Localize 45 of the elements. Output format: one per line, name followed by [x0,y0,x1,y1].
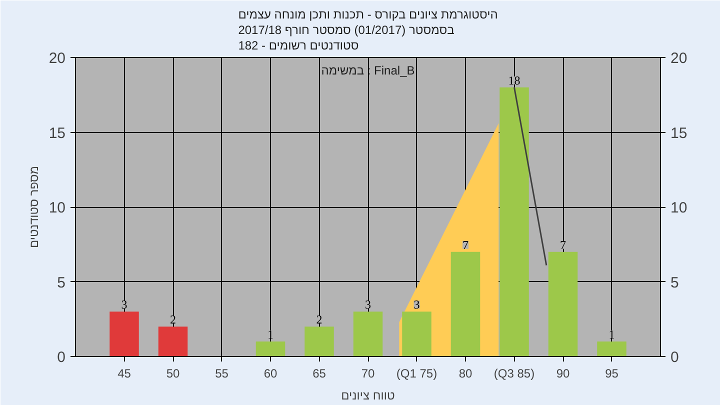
x-tick-label: 95 [605,366,619,380]
data-label: 7 [462,238,468,252]
y2-tick-label: 5 [670,274,679,292]
x-tick-label: 60 [264,366,278,380]
y-tick-label: 10 [48,200,66,216]
bar [402,312,432,356]
bar [500,87,529,356]
bar [548,252,578,356]
bar [256,342,286,356]
y2-tick-label: 20 [670,50,688,67]
bar [158,326,188,356]
data-label: 2 [170,312,176,327]
x-tick-label: 55 [215,366,229,380]
x-tick-label: 45 [118,366,132,380]
chart-title: היסטוגרמת ציונים בקורס - תכנות ותכן מונחה עצמים בסמסטר (01/2017) סמסטר חורף 2017/18 סטודנטים רשומים - 182 [238,8,498,52]
data-label: 1 [608,328,615,342]
data-label: 3 [414,298,420,312]
x-tick-label: 70 [361,366,375,380]
bar [353,312,383,356]
x-tick-label: 80 [458,366,472,380]
x-tick-label: 65 [312,366,326,380]
data-label: 1 [268,328,274,342]
y2-tick-label: 15 [670,124,688,142]
annotation: במשימה : Final_B [321,64,415,78]
data-label: 3 [121,298,128,312]
x-axis-title: טווח ציונים [341,388,396,402]
y-tick-label: 15 [48,124,66,142]
data-label: 2 [316,312,322,327]
data-label: 7 [560,238,566,252]
bar [304,326,334,356]
x-tick-label: (Q1 75) [396,366,438,380]
x-tick-label: 90 [556,366,570,380]
bar [597,342,626,356]
bar [450,252,480,356]
x-tick-label: (Q3 85) [494,366,535,380]
data-label: 18 [508,73,520,88]
bar [110,312,139,356]
y2-tick-label: 0 [670,349,679,366]
data-label: 3 [365,298,371,312]
x-tick-label: 50 [166,366,180,380]
y-tick-label: 5 [57,274,66,292]
y-tick-label: 20 [48,50,66,67]
y-axis-title: מספר סטודנטים [26,166,41,248]
y-tick-label: 0 [57,349,66,366]
y2-tick-label: 10 [670,200,688,216]
